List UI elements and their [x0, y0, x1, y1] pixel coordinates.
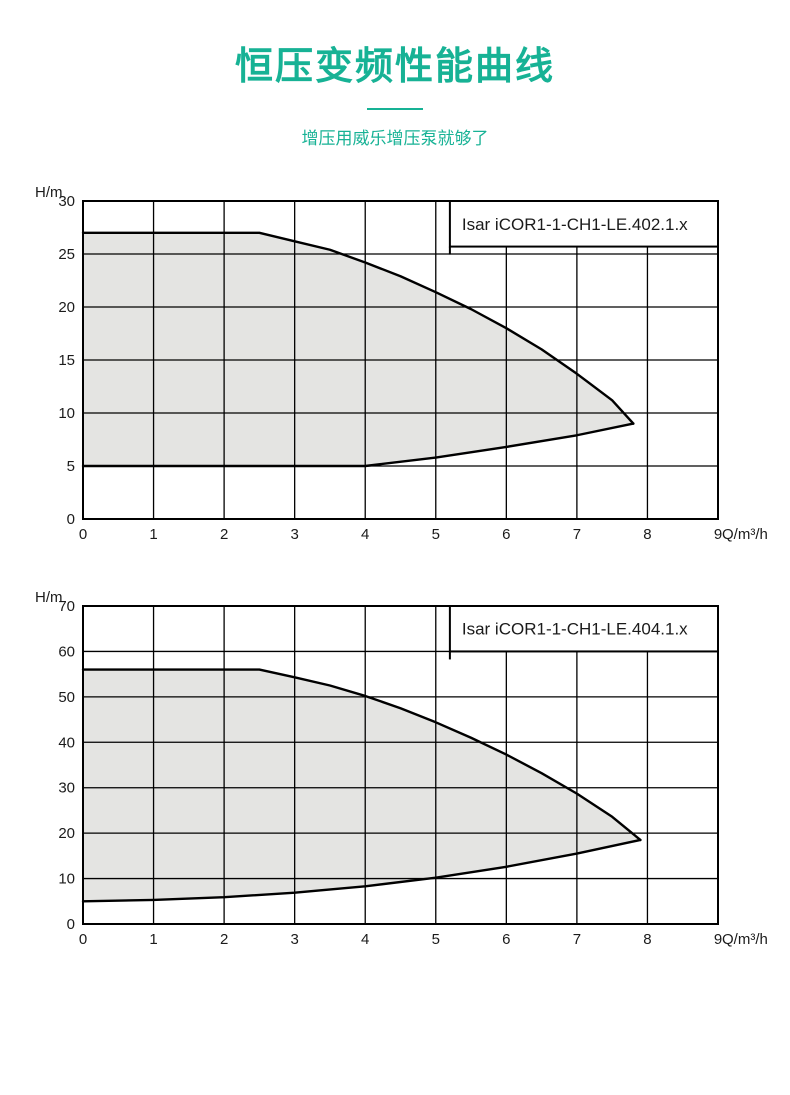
svg-text:4: 4: [361, 931, 369, 948]
svg-text:6: 6: [502, 526, 510, 543]
svg-text:20: 20: [58, 299, 75, 316]
svg-text:Q/m³/h: Q/m³/h: [722, 526, 768, 543]
svg-text:0: 0: [79, 526, 87, 543]
chart-1-svg: 0510152025300123456789H/mQ/m³/hIsar iCOR…: [18, 179, 772, 554]
svg-text:5: 5: [67, 458, 75, 475]
svg-text:10: 10: [58, 405, 75, 422]
svg-text:2: 2: [220, 931, 228, 948]
svg-text:25: 25: [58, 246, 75, 263]
svg-text:30: 30: [58, 780, 75, 797]
svg-text:20: 20: [58, 825, 75, 842]
title-divider: [367, 108, 423, 110]
svg-text:Q/m³/h: Q/m³/h: [722, 931, 768, 948]
svg-text:10: 10: [58, 871, 75, 888]
svg-text:1: 1: [149, 931, 157, 948]
svg-text:8: 8: [643, 526, 651, 543]
svg-text:9: 9: [714, 931, 722, 948]
svg-text:40: 40: [58, 734, 75, 751]
svg-text:7: 7: [573, 931, 581, 948]
svg-text:9: 9: [714, 526, 722, 543]
svg-text:5: 5: [432, 526, 440, 543]
chart-2: 0102030405060700123456789H/mQ/m³/hIsar i…: [18, 584, 772, 959]
svg-text:Isar iCOR1-1-CH1-LE.402.1.x: Isar iCOR1-1-CH1-LE.402.1.x: [462, 215, 688, 234]
svg-text:4: 4: [361, 526, 369, 543]
svg-text:15: 15: [58, 352, 75, 369]
page-subtitle: 增压用威乐增压泵就够了: [0, 124, 790, 149]
page-title: 恒压变频性能曲线: [0, 35, 790, 90]
chart-1: 0510152025300123456789H/mQ/m³/hIsar iCOR…: [18, 179, 772, 554]
svg-text:7: 7: [573, 526, 581, 543]
svg-text:6: 6: [502, 931, 510, 948]
svg-text:2: 2: [220, 526, 228, 543]
svg-text:50: 50: [58, 689, 75, 706]
svg-text:1: 1: [149, 526, 157, 543]
chart-2-svg: 0102030405060700123456789H/mQ/m³/hIsar i…: [18, 584, 772, 959]
svg-text:H/m: H/m: [35, 589, 63, 606]
svg-text:0: 0: [67, 511, 75, 528]
svg-text:Isar iCOR1-1-CH1-LE.404.1.x: Isar iCOR1-1-CH1-LE.404.1.x: [462, 620, 688, 639]
svg-text:3: 3: [290, 526, 298, 543]
svg-text:5: 5: [432, 931, 440, 948]
svg-text:8: 8: [643, 931, 651, 948]
svg-text:0: 0: [79, 931, 87, 948]
svg-text:60: 60: [58, 643, 75, 660]
svg-text:3: 3: [290, 931, 298, 948]
svg-text:0: 0: [67, 916, 75, 933]
svg-text:H/m: H/m: [35, 184, 63, 201]
